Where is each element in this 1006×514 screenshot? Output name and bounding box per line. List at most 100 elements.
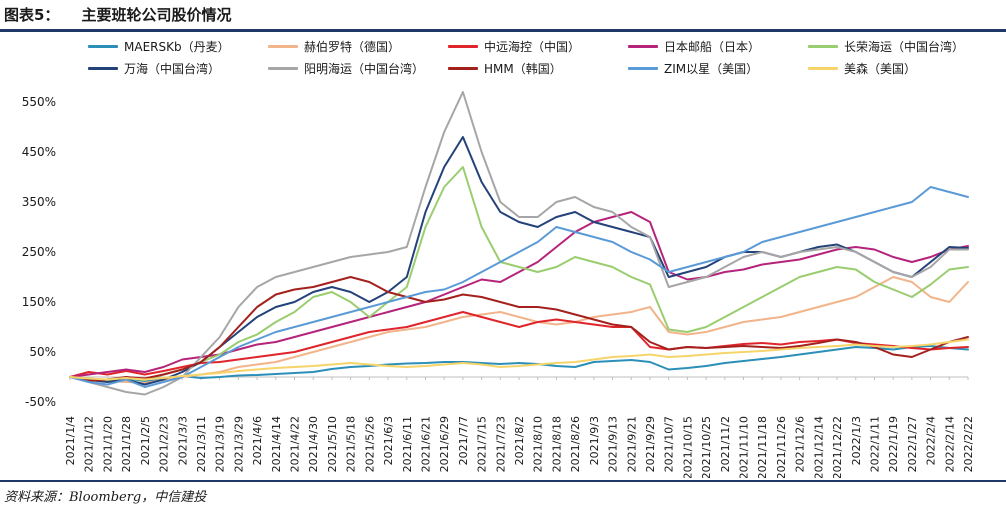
- series-line: [69, 136, 969, 386]
- y-tick-label: 150%: [22, 295, 56, 309]
- y-tick-label: 450%: [22, 145, 56, 159]
- x-tick-label: 2021/9/13: [607, 416, 620, 472]
- x-tick-label: 2021/1/12: [83, 416, 96, 472]
- x-tick-label: 2021/7/23: [494, 416, 507, 472]
- x-tick-label: 2021/6/3: [382, 416, 395, 465]
- x-tick-label: 2021/3/3: [176, 416, 189, 465]
- x-tick-label: 2021/8/18: [550, 416, 563, 472]
- legend-label: 中远海控（中国）: [484, 39, 581, 54]
- legend-label: 赫伯罗特（德国）: [304, 39, 401, 54]
- legend-item: ZIM以星（美国）: [628, 60, 758, 76]
- legend-swatch: [268, 66, 298, 70]
- legend-label: 日本邮船（日本）: [664, 39, 761, 54]
- figure-title: 图表5： 主要班轮公司股价情况: [4, 2, 231, 28]
- series-line: [69, 91, 969, 396]
- legend-item: 长荣海运（中国台湾）: [808, 38, 964, 54]
- legend-item: 美森（美国）: [808, 60, 916, 76]
- y-tick-label: 350%: [22, 195, 56, 209]
- x-tick-label: 2021/7/7: [457, 416, 470, 465]
- y-tick-label: -50%: [25, 395, 56, 409]
- figure-title-text: 主要班轮公司股价情况: [81, 6, 232, 24]
- x-tick-label: 2021/9/21: [625, 416, 638, 472]
- x-tick-label: 2022/2/4: [925, 416, 938, 465]
- x-tick-label: 2021/8/10: [532, 416, 545, 472]
- legend-item: 中远海控（中国）: [448, 38, 580, 54]
- top-rule: [0, 29, 1006, 32]
- x-tick-label: 2021/6/11: [401, 416, 414, 472]
- x-tick-label: 2021/5/10: [326, 416, 339, 472]
- x-tick-label: 2021/10/7: [663, 416, 676, 472]
- legend-label: MAERSKb（丹麦）: [124, 39, 230, 54]
- source-note: 资料来源：Bloomberg，中信建投: [4, 490, 207, 505]
- x-tick-label: 2021/2/5: [139, 416, 152, 465]
- legend-label: HMM（韩国）: [484, 61, 562, 76]
- figure-label: 图表5：: [4, 6, 60, 24]
- x-tick-label: 2022/1/11: [868, 416, 881, 472]
- series-line: [69, 276, 969, 384]
- x-tick-label: 2021/5/18: [345, 416, 358, 472]
- x-tick-label: 2021/1/20: [101, 416, 114, 472]
- legend-swatch: [448, 44, 478, 48]
- legend-swatch: [268, 44, 298, 48]
- x-tick-label: 2022/2/14: [943, 416, 956, 472]
- series-line: [69, 276, 969, 382]
- x-tick-label: 2021/4/14: [270, 416, 283, 472]
- x-tick-label: 2021/2/23: [158, 416, 171, 472]
- legend-swatch: [628, 66, 658, 70]
- series-line: [69, 186, 969, 388]
- x-tick-label: 2021/1/4: [64, 416, 77, 465]
- legend-item: 日本邮船（日本）: [628, 38, 760, 54]
- x-tick-label: 2021/6/29: [438, 416, 451, 472]
- x-tick-label: 2021/7/15: [476, 416, 489, 472]
- x-tick-label: 2022/2/22: [962, 416, 975, 472]
- x-tick-label: 2021/3/29: [232, 416, 245, 472]
- legend-label: 万海（中国台湾）: [124, 61, 221, 76]
- series-line: [69, 166, 969, 382]
- x-tick-label: 2021/12/6: [794, 416, 807, 472]
- x-tick-label: 2021/9/3: [588, 416, 601, 465]
- x-tick-label: 2021/4/22: [289, 416, 302, 472]
- x-tick-label: 2021/8/2: [513, 416, 526, 465]
- legend-swatch: [808, 66, 838, 70]
- bottom-rule: [0, 480, 1006, 482]
- x-tick-label: 2021/11/10: [738, 416, 751, 478]
- legend-label: 阳明海运（中国台湾）: [304, 61, 425, 76]
- x-tick-label: 2021/6/21: [419, 416, 432, 472]
- x-tick-label: 2022/1/3: [850, 416, 863, 465]
- legend-swatch: [88, 44, 118, 48]
- x-tick-label: 2021/3/19: [214, 416, 227, 472]
- legend-swatch: [88, 66, 118, 70]
- x-tick-label: 2021/10/25: [700, 416, 713, 478]
- legend-item: 万海（中国台湾）: [88, 60, 220, 76]
- x-tick-label: 2021/12/14: [812, 416, 825, 478]
- legend-swatch: [448, 66, 478, 70]
- x-tick-label: 2021/4/6: [251, 416, 264, 465]
- x-tick-label: 2022/1/27: [906, 416, 919, 472]
- x-tick-label: 2021/9/29: [644, 416, 657, 472]
- x-tick-label: 2022/1/19: [887, 416, 900, 472]
- y-tick-label: 550%: [22, 95, 56, 109]
- y-tick-label: 50%: [29, 345, 56, 359]
- legend-item: 赫伯罗特（德国）: [268, 38, 400, 54]
- legend-item: HMM（韩国）: [448, 60, 562, 76]
- x-tick-label: 2021/11/26: [775, 416, 788, 478]
- x-tick-label: 2021/3/11: [195, 416, 208, 472]
- series-line: [69, 338, 969, 381]
- series-line: [69, 311, 969, 378]
- x-tick-label: 2021/4/30: [307, 416, 320, 472]
- legend-label: 长荣海运（中国台湾）: [844, 39, 965, 54]
- x-tick-label: 2021/11/18: [756, 416, 769, 478]
- x-tick-label: 2021/11/2: [719, 416, 732, 472]
- chart-legend: MAERSKb（丹麦） 赫伯罗特（德国） 中远海控（中国） 日本邮船（日本） 长荣海运（…: [88, 36, 988, 80]
- legend-label: 美森（美国）: [844, 61, 917, 76]
- legend-label: ZIM以星（美国）: [664, 61, 759, 76]
- x-tick-label: 2021/8/26: [569, 416, 582, 472]
- legend-swatch: [628, 44, 658, 48]
- x-tick-label: 2021/12/22: [831, 416, 844, 478]
- legend-item: MAERSKb（丹麦）: [88, 38, 230, 54]
- x-tick-label: 2021/5/26: [363, 416, 376, 472]
- y-tick-label: 250%: [22, 245, 56, 259]
- line-chart: -50% 50% 150% 250% 350% 450% 550% 2021/1/4 2021/…: [22, 91, 975, 478]
- legend-item: 阳明海运（中国台湾）: [268, 60, 424, 76]
- series-line: [69, 345, 969, 382]
